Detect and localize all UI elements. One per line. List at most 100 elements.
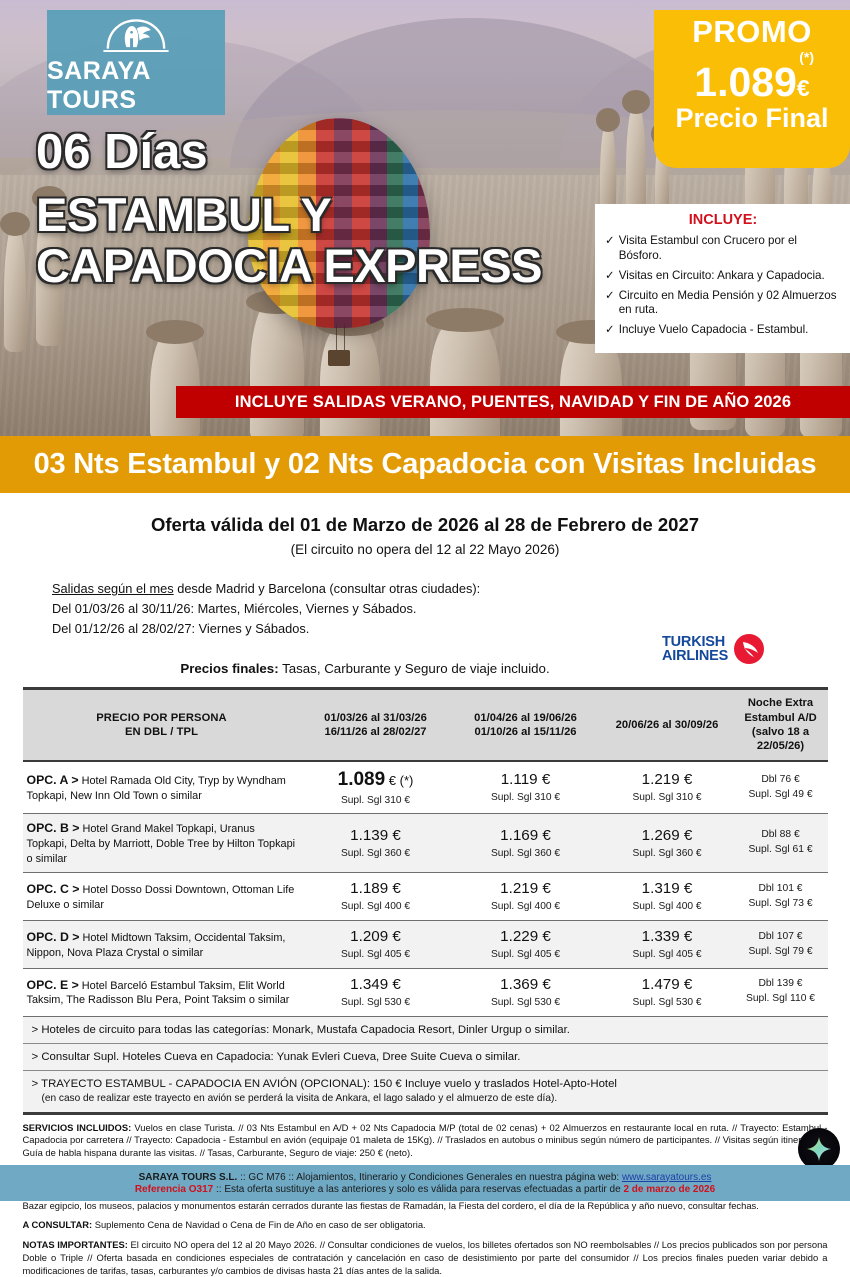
header-extra-line2: Estambul A/D xyxy=(744,711,817,724)
extra-sgl: Supl. Sgl 79 € xyxy=(748,945,813,957)
header-period-2-line1: 01/04/26 al 19/06/26 xyxy=(474,711,577,724)
airline-name-line1: TURKISH xyxy=(662,633,726,650)
extra-sgl: Supl. Sgl 49 € xyxy=(748,788,813,800)
footer-valid-date: 2 de marzo de 2026 xyxy=(623,1183,716,1195)
row-price-period-3: 1.319 € Supl. Sgl 400 € xyxy=(601,873,734,921)
notes-block: > Hoteles de circuito para todas las cat… xyxy=(22,1016,828,1115)
header-extra-line1: Noche Extra xyxy=(747,697,814,710)
header-price-per-person: PRECIO POR PERSONA EN DBL / TPL xyxy=(22,688,301,762)
price-value: 1.319 € xyxy=(641,880,693,898)
departures-line: Del 01/12/26 al 28/02/27: Viernes y Sába… xyxy=(52,620,310,636)
price-supplement: Supl. Sgl 405 € xyxy=(340,949,411,961)
price-value: 1.479 € xyxy=(641,975,693,993)
price-supplement: Supl. Sgl 360 € xyxy=(340,848,411,859)
header-period-2: 01/04/26 al 19/06/26 01/10/26 al 15/11/2… xyxy=(450,688,601,762)
row-option: OPC. B > Hotel Grand Makel Topkapi, Uran… xyxy=(23,814,301,873)
footer-website-link[interactable]: www.sarayatours.es xyxy=(621,1171,712,1183)
logo-wordmark: SARAYA TOURS xyxy=(47,57,151,114)
hero-title-line2: CAPADOCIA EXPRESS xyxy=(36,238,542,292)
departures-heading-underlined: Salidas según el mes xyxy=(52,581,174,596)
fairy-chimney xyxy=(622,90,650,218)
promo-price: 1.089€ xyxy=(654,58,850,105)
legal-body: Vuelos en clase Turista. // 03 Nts Estam… xyxy=(22,1121,828,1159)
extra-dbl: Dbl 107 € xyxy=(758,930,803,942)
page-footer: SARAYA TOURS S.L. :: GC M76 :: Alojamien… xyxy=(0,1165,850,1201)
row-price-period-2: 1.369 € Supl. Sgl 530 € xyxy=(451,968,601,1016)
price-amount: 1.089 xyxy=(337,768,386,790)
row-price-period-2: 1.169 € Supl. Sgl 360 € xyxy=(451,814,601,873)
legal-label: NOTAS IMPORTANTES: xyxy=(22,1239,128,1251)
row-option: OPC. E > Hotel Barceló Estambul Taksim, … xyxy=(23,968,301,1016)
price-supplement: Supl. Sgl 400 € xyxy=(632,901,702,913)
row-price-period-1: 1.089 € (*) Supl. Sgl 310 € xyxy=(301,761,451,814)
row-price-period-1: 1.139 € Supl. Sgl 360 € xyxy=(301,814,451,873)
final-prices-label: Precios finales: xyxy=(180,661,279,677)
price-value: 1.169 € xyxy=(500,827,551,844)
row-price-period-1: 1.189 € Supl. Sgl 400 € xyxy=(301,873,451,921)
table-row: OPC. E > Hotel Barceló Estambul Taksim, … xyxy=(22,968,828,1017)
footer-line1-mid: :: GC M76 :: Alojamientos, Itinerario y … xyxy=(237,1171,622,1183)
extra-dbl: Dbl 88 € xyxy=(761,829,800,841)
fairy-chimney xyxy=(596,108,620,210)
promo-price-amount: 1.089 xyxy=(694,58,797,105)
header-period-3: 20/06/26 al 30/09/26 xyxy=(600,688,734,762)
ram-head-icon xyxy=(103,19,169,52)
row-price-period-3: 1.219 € Supl. Sgl 310 € xyxy=(601,761,734,814)
includes-item: ✓ Visita Estambul con Crucero por el Bós… xyxy=(605,234,841,263)
red-promo-banner: INCLUYE SALIDAS VERANO, PUENTES, NAVIDAD… xyxy=(176,386,850,418)
final-prices-text: Tasas, Carburante y Seguro de viaje incl… xyxy=(278,661,550,677)
footer-line2-mid: :: Esta oferta sustituye a las anteriore… xyxy=(213,1183,624,1195)
four-point-star-icon xyxy=(807,1137,831,1161)
legal-label: A CONSULTAR: xyxy=(22,1219,93,1231)
row-option: OPC. A > Hotel Ramada Old City, Tryp by … xyxy=(23,761,301,814)
saraya-tours-logo: SARAYA TOURS xyxy=(47,10,225,115)
check-icon: ✓ xyxy=(605,323,615,337)
extra-sgl: Supl. Sgl 61 € xyxy=(748,844,813,856)
price-supplement: Supl. Sgl 310 € xyxy=(490,792,561,804)
row-price-period-1: 1.349 € Supl. Sgl 530 € xyxy=(301,968,451,1016)
table-row: OPC. C > Hotel Dosso Dossi Downtown, Ott… xyxy=(22,873,828,921)
price-supplement: Supl. Sgl 310 € xyxy=(340,794,411,806)
price-currency: € (*) xyxy=(385,772,414,788)
table-row: OPC. D > Hotel Midtown Taksim, Occidenta… xyxy=(22,920,828,969)
includes-item-label: Incluye Vuelo Capadocia - Estambul. xyxy=(618,323,809,337)
turkish-airlines-bird-icon xyxy=(734,634,765,664)
note-text: > Hoteles de circuito para todas las cat… xyxy=(31,1023,570,1036)
includes-item-label: Visitas en Circuito: Ankara y Capadocia. xyxy=(618,268,825,282)
note-text: > Consultar Supl. Hoteles Cueva en Capad… xyxy=(31,1050,521,1063)
option-code: OPC. B > xyxy=(26,821,80,836)
balloon-basket xyxy=(328,350,350,366)
check-icon: ✓ xyxy=(605,234,615,247)
hero-banner: SARAYA TOURS PROMO (*) 1.089€ Precio Fin… xyxy=(0,0,850,436)
option-hotels: Hotel Barceló Estambul Taksim, Elit Worl… xyxy=(26,979,290,1007)
table-header-row: PRECIO POR PERSONA EN DBL / TPL 01/03/26… xyxy=(22,688,828,762)
offer-note: (El circuito no opera del 12 al 22 Mayo … xyxy=(290,542,560,557)
row-price-period-2: 1.119 € Supl. Sgl 310 € xyxy=(451,761,601,814)
option-code: OPC. D > xyxy=(26,929,80,944)
extra-dbl: Dbl 139 € xyxy=(758,978,803,990)
legal-body: Suplemento Cena de Navidad o Cena de Fin… xyxy=(92,1219,426,1231)
price-supplement: Supl. Sgl 405 € xyxy=(490,949,561,961)
row-price-period-3: 1.479 € Supl. Sgl 530 € xyxy=(601,968,734,1016)
header-period-1: 01/03/26 al 31/03/26 16/11/26 al 28/02/2… xyxy=(300,688,451,762)
balloon-envelope xyxy=(248,118,430,328)
promo-title: PROMO xyxy=(692,14,812,49)
header-extra-night: Noche Extra Estambul A/D (salvo 18 a 22/… xyxy=(733,688,828,762)
fairy-chimney xyxy=(146,320,204,436)
row-extra-night: Dbl 88 € Supl. Sgl 61 € xyxy=(734,814,828,873)
price-supplement: Supl. Sgl 360 € xyxy=(632,848,702,859)
legal-paragraph: SERVICIOS INCLUIDOS: Vuelos en clase Tur… xyxy=(23,1122,828,1160)
final-prices-note: Precios finales: Tasas, Carburante y Seg… xyxy=(0,661,850,676)
header-period-1-line2: 16/11/26 al 28/02/27 xyxy=(324,726,427,739)
turkish-airlines-logo: TURKISH AIRLINES xyxy=(662,633,792,669)
price-value: 1.229 € xyxy=(500,928,551,946)
price-supplement: Supl. Sgl 360 € xyxy=(490,848,561,859)
promo-asterisk: (*) xyxy=(799,48,814,65)
option-code: OPC. E > xyxy=(26,977,79,992)
note-row: > Consultar Supl. Hoteles Cueva en Capad… xyxy=(22,1043,828,1072)
content-sheet: Oferta válida del 01 de Marzo de 2026 al… xyxy=(0,514,850,1277)
check-icon: ✓ xyxy=(605,288,615,302)
airline-name-line2: AIRLINES xyxy=(662,648,729,664)
row-extra-night: Dbl 107 € Supl. Sgl 79 € xyxy=(734,921,828,969)
row-price-period-3: 1.339 € Supl. Sgl 405 € xyxy=(601,921,734,969)
